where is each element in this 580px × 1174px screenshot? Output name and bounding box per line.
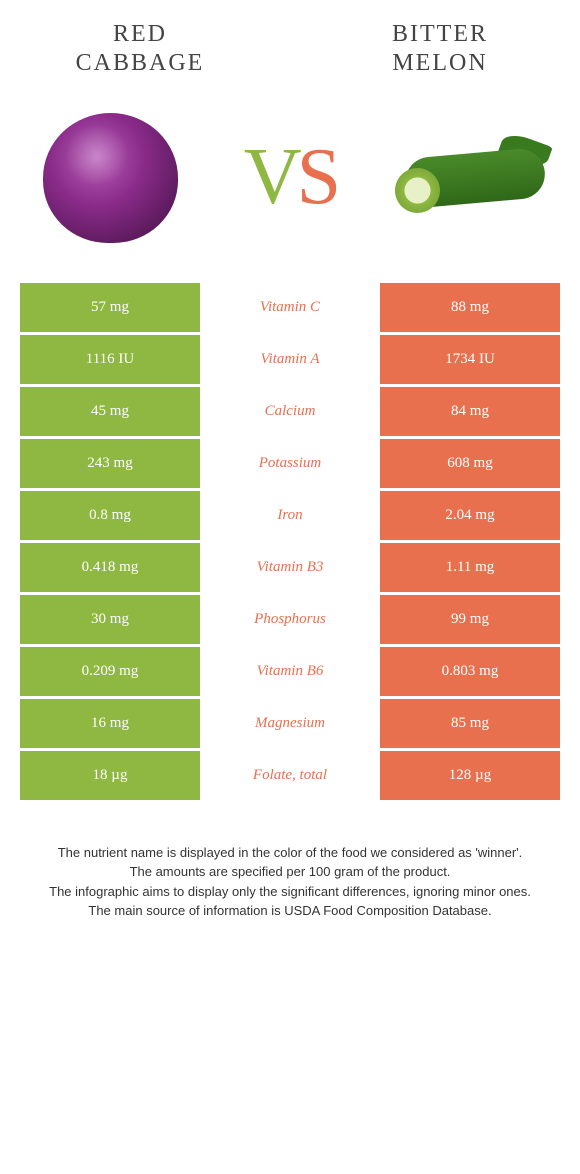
right-food-title: BITTER MELON xyxy=(350,20,530,78)
left-value: 30 mg xyxy=(20,595,200,644)
nutrient-label: Vitamin B3 xyxy=(200,543,380,592)
nutrient-label: Vitamin B6 xyxy=(200,647,380,696)
right-value: 84 mg xyxy=(380,387,560,436)
left-value: 18 µg xyxy=(20,751,200,800)
left-value: 16 mg xyxy=(20,699,200,748)
nutrient-label: Iron xyxy=(200,491,380,540)
right-food-image xyxy=(390,98,550,258)
right-value: 85 mg xyxy=(380,699,560,748)
table-row: 243 mgPotassium608 mg xyxy=(20,439,560,488)
table-row: 45 mgCalcium84 mg xyxy=(20,387,560,436)
left-value: 0.209 mg xyxy=(20,647,200,696)
right-value: 88 mg xyxy=(380,283,560,332)
footer-line-2: The amounts are specified per 100 gram o… xyxy=(30,862,550,882)
left-value: 243 mg xyxy=(20,439,200,488)
vs-row: VS xyxy=(0,83,580,283)
right-value: 1.11 mg xyxy=(380,543,560,592)
table-row: 0.8 mgIron2.04 mg xyxy=(20,491,560,540)
footer-line-4: The main source of information is USDA F… xyxy=(30,901,550,921)
footer-line-3: The infographic aims to display only the… xyxy=(30,882,550,902)
nutrient-label: Vitamin A xyxy=(200,335,380,384)
table-row: 0.418 mgVitamin B31.11 mg xyxy=(20,543,560,592)
table-row: 1116 IUVitamin A1734 IU xyxy=(20,335,560,384)
left-value: 0.8 mg xyxy=(20,491,200,540)
left-value: 45 mg xyxy=(20,387,200,436)
right-value: 1734 IU xyxy=(380,335,560,384)
right-value: 128 µg xyxy=(380,751,560,800)
right-value: 99 mg xyxy=(380,595,560,644)
right-value: 2.04 mg xyxy=(380,491,560,540)
vs-label: VS xyxy=(244,132,336,223)
vs-s: S xyxy=(297,133,337,221)
nutrient-label: Calcium xyxy=(200,387,380,436)
left-food-image xyxy=(30,98,190,258)
vs-v: V xyxy=(244,133,297,221)
table-row: 57 mgVitamin C88 mg xyxy=(20,283,560,332)
nutrient-label: Potassium xyxy=(200,439,380,488)
left-value: 57 mg xyxy=(20,283,200,332)
right-value: 608 mg xyxy=(380,439,560,488)
table-row: 0.209 mgVitamin B60.803 mg xyxy=(20,647,560,696)
footer-line-1: The nutrient name is displayed in the co… xyxy=(30,843,550,863)
melon-icon xyxy=(390,133,550,223)
header-row: RED CABBAGE BITTER MELON xyxy=(0,0,580,83)
left-food-title: RED CABBAGE xyxy=(50,20,230,78)
right-value: 0.803 mg xyxy=(380,647,560,696)
footer-notes: The nutrient name is displayed in the co… xyxy=(0,803,580,921)
nutrient-table: 57 mgVitamin C88 mg1116 IUVitamin A1734 … xyxy=(20,283,560,800)
nutrient-label: Vitamin C xyxy=(200,283,380,332)
left-value: 1116 IU xyxy=(20,335,200,384)
nutrient-label: Phosphorus xyxy=(200,595,380,644)
table-row: 16 mgMagnesium85 mg xyxy=(20,699,560,748)
table-row: 30 mgPhosphorus99 mg xyxy=(20,595,560,644)
cabbage-icon xyxy=(43,113,178,243)
nutrient-label: Folate, total xyxy=(200,751,380,800)
nutrient-label: Magnesium xyxy=(200,699,380,748)
table-row: 18 µgFolate, total128 µg xyxy=(20,751,560,800)
left-value: 0.418 mg xyxy=(20,543,200,592)
